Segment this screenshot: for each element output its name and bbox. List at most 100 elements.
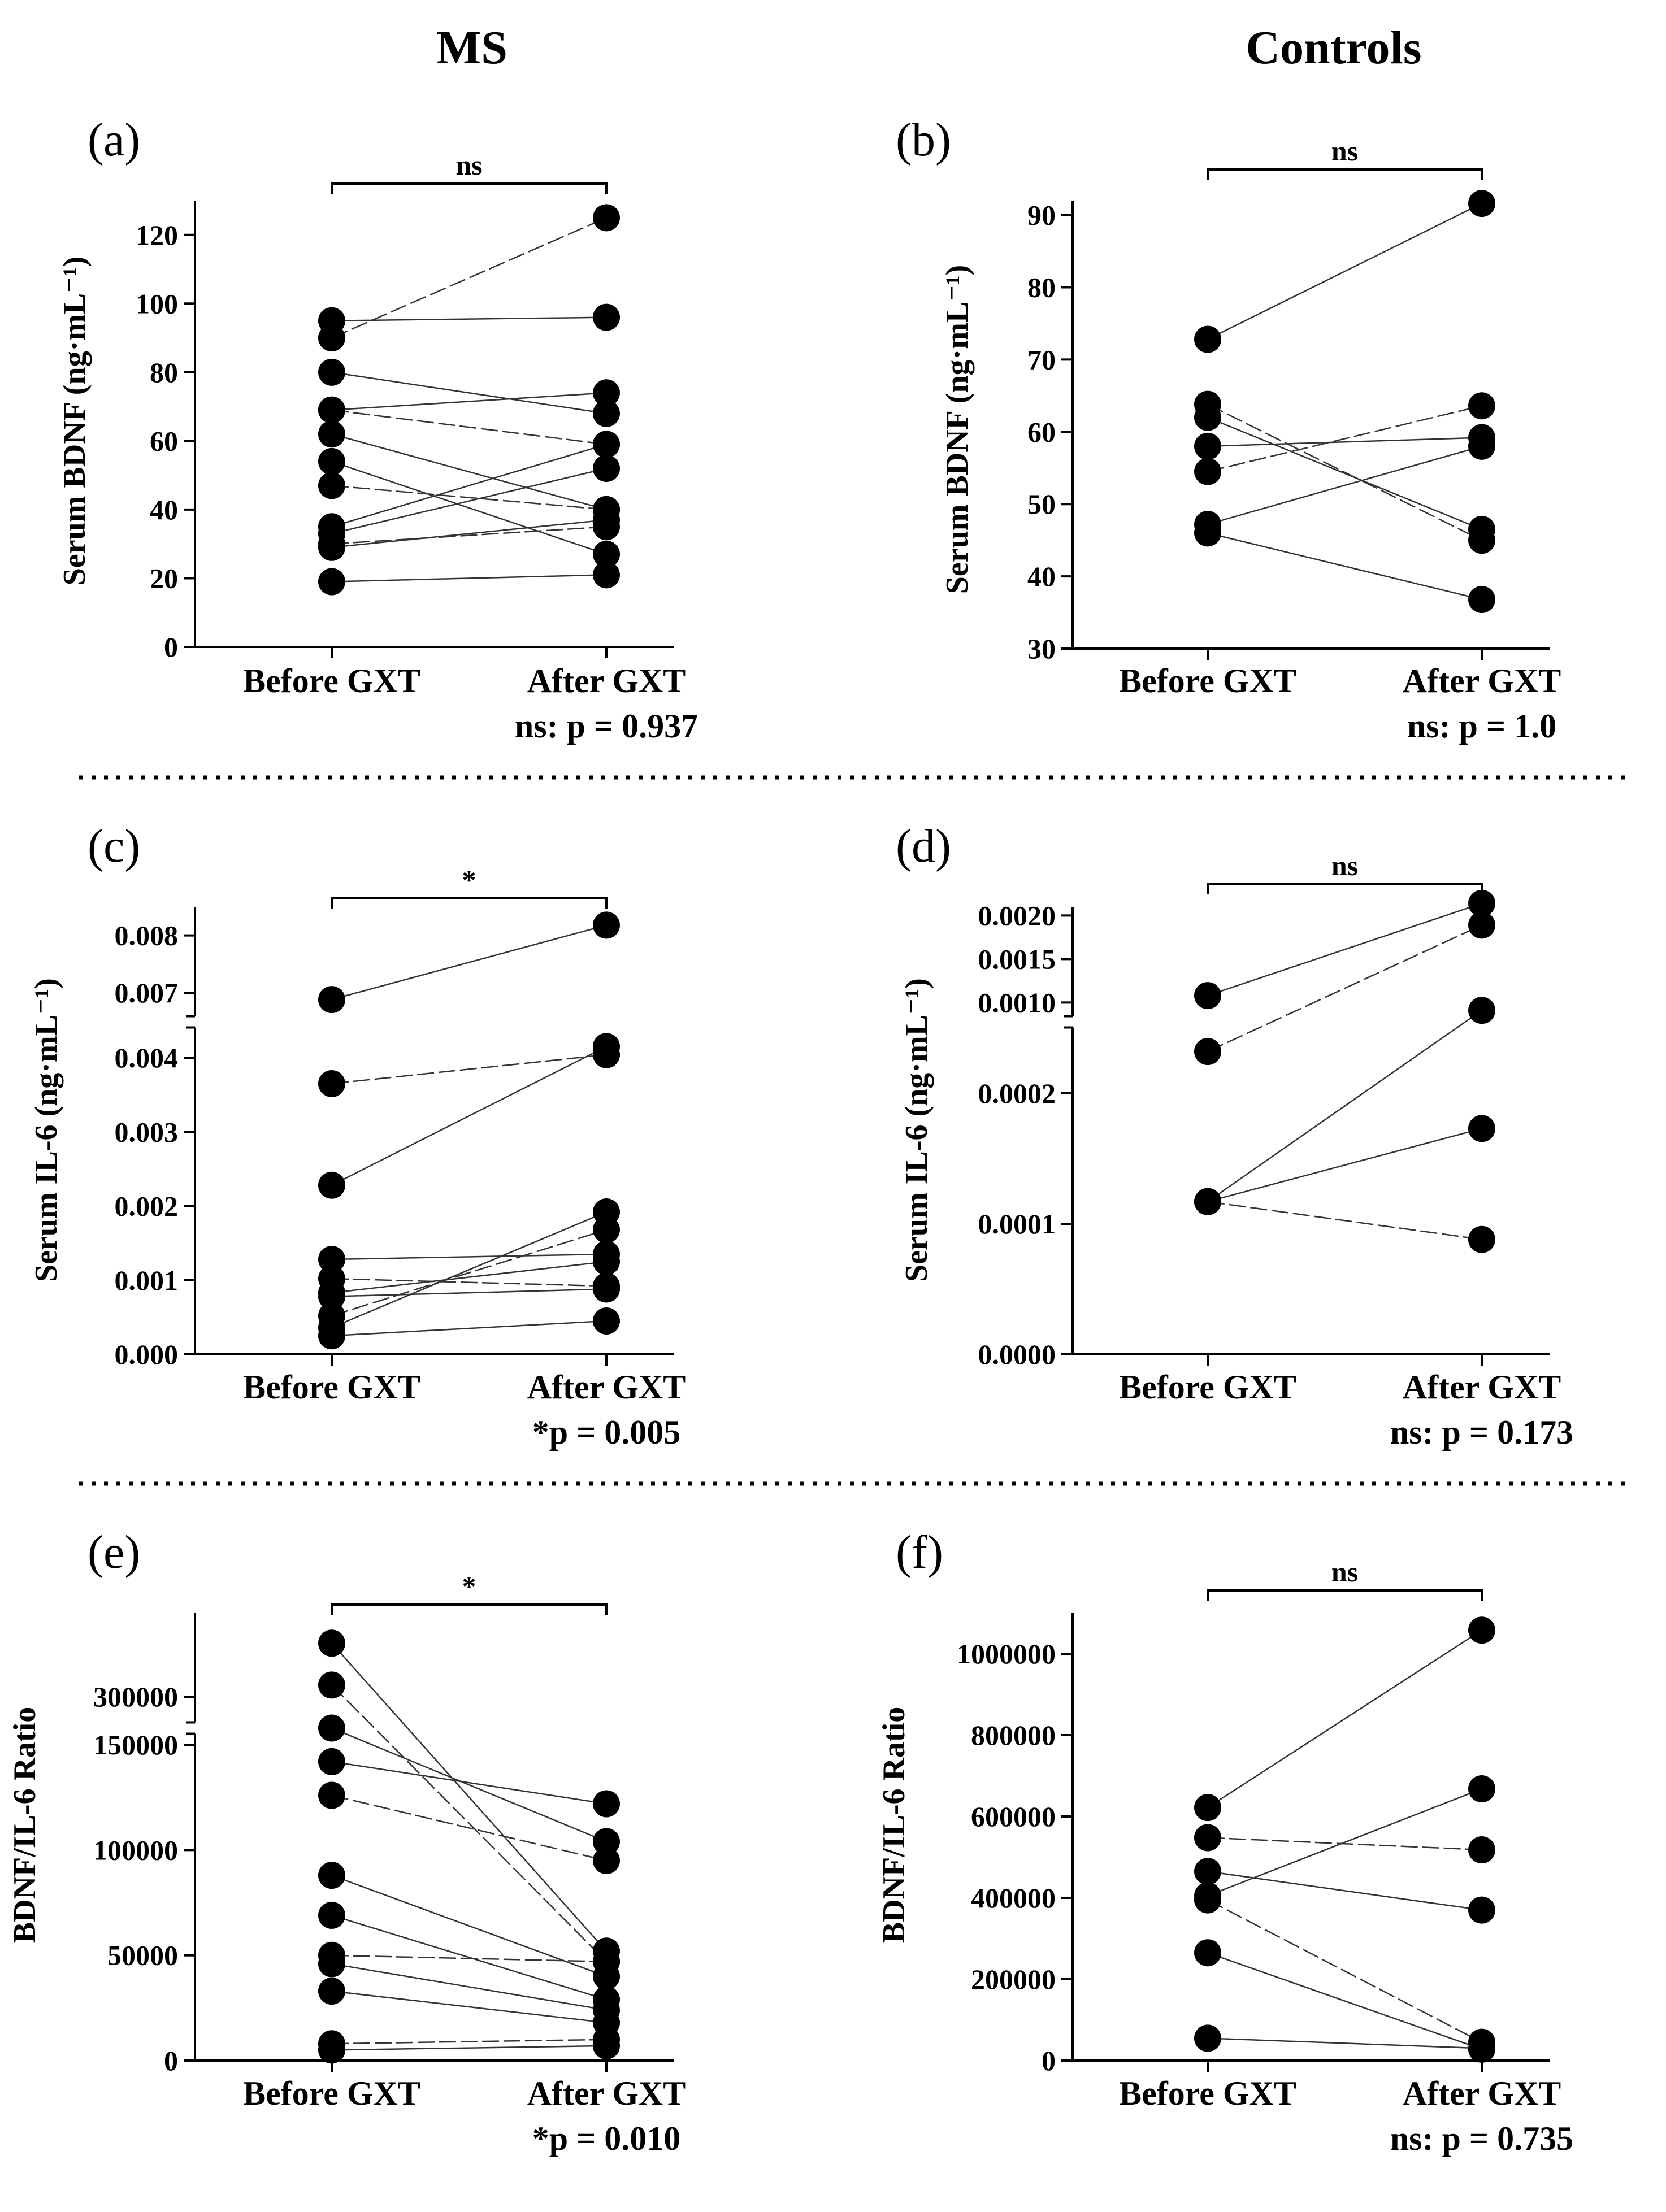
point-before	[318, 1862, 345, 1889]
subject-line	[331, 392, 607, 411]
x-tick-label: After GXT	[527, 1368, 686, 1406]
x-tick-label: Before GXT	[1119, 662, 1296, 699]
panel-4: (d) 0.0000 0.0001 0.0002 0.0010 0.0015 0.0020 B…	[896, 820, 1573, 1451]
subject-line	[331, 409, 607, 445]
y-tick-label: 0	[164, 2045, 178, 2076]
x-tick-label: After GXT	[1403, 662, 1561, 699]
point-before	[1194, 1824, 1221, 1852]
y-tick-label: 0	[164, 631, 178, 663]
subject-line	[331, 1990, 607, 2024]
subject-line	[1207, 403, 1482, 541]
subject-line	[331, 1794, 607, 1862]
point-after	[1468, 1616, 1495, 1644]
point-after	[593, 911, 620, 939]
point-after	[593, 1033, 620, 1061]
subject-line	[1207, 437, 1482, 447]
point-after	[593, 1307, 620, 1335]
point-after	[593, 1198, 620, 1225]
subject-line	[331, 574, 607, 583]
point-before	[318, 568, 345, 596]
subject-line	[331, 1054, 607, 1085]
subject-line	[331, 2039, 607, 2045]
point-before	[1194, 403, 1221, 431]
subject-line	[1207, 1837, 1482, 1851]
point-after	[593, 1847, 620, 1875]
subject-line	[331, 1046, 607, 1186]
x-tick-label: After GXT	[1403, 2075, 1561, 2112]
subject-line	[1207, 1629, 1482, 1809]
subject-line	[331, 1211, 607, 1328]
point-before	[318, 358, 345, 386]
subject-line	[331, 433, 607, 511]
point-before	[318, 1714, 345, 1742]
y-tick-label: 50000	[107, 1940, 178, 1971]
point-after	[1468, 586, 1495, 614]
point-before	[318, 1901, 345, 1929]
y-axis-label: Serum BDNF (ng·mL⁻¹)	[940, 265, 975, 594]
significance-bracket	[331, 1603, 608, 1615]
y-tick-label: 200000	[971, 1963, 1056, 1995]
subject-line	[331, 1963, 607, 2011]
point-before	[318, 324, 345, 352]
subject-line	[1207, 1952, 1482, 2050]
point-after	[593, 561, 620, 589]
y-axis-label: Serum IL-6 (ng·mL⁻¹)	[899, 978, 934, 1282]
subject-line	[1207, 1788, 1482, 1897]
point-after	[593, 1275, 620, 1303]
point-after	[1468, 889, 1495, 917]
point-before	[1194, 519, 1221, 547]
point-before	[318, 1748, 345, 1775]
panel-label: (a)	[88, 114, 140, 166]
point-after	[593, 204, 620, 232]
point-before	[318, 1978, 345, 2005]
point-before	[318, 1629, 345, 1657]
significance-label: ns	[1331, 850, 1358, 881]
point-before	[1194, 982, 1221, 1010]
subject-line	[331, 1261, 607, 1294]
point-after	[593, 303, 620, 331]
y-tick-label: 70	[1027, 344, 1056, 375]
y-tick-label: 0.0001	[978, 1208, 1056, 1240]
point-before	[318, 1283, 345, 1310]
point-after	[593, 1828, 620, 1855]
y-tick-label: 0.004	[115, 1042, 179, 1074]
stat-note: ns: p = 0.735	[1390, 2120, 1573, 2157]
point-after	[593, 506, 620, 534]
y-tick-label: 0.003	[115, 1116, 179, 1148]
subject-line	[1207, 1899, 1482, 2043]
point-after	[1468, 911, 1495, 939]
subject-line	[331, 1727, 607, 1842]
point-before	[1194, 1794, 1221, 1822]
y-tick-label: 0.000	[115, 1339, 179, 1370]
y-tick-label: 100	[136, 288, 178, 319]
point-after	[1468, 190, 1495, 218]
subject-line	[331, 1684, 607, 1962]
y-tick-label: 80	[150, 357, 178, 388]
significance-label: *	[462, 864, 476, 896]
point-before	[1194, 325, 1221, 353]
stat-note: ns: p = 0.937	[515, 707, 698, 745]
point-after	[1468, 1896, 1495, 1924]
significance-bracket	[1207, 168, 1483, 180]
point-after	[593, 1948, 620, 1975]
subject-line	[331, 1914, 607, 2001]
x-tick-label: After GXT	[527, 2075, 686, 2112]
point-after	[593, 399, 620, 427]
point-after	[593, 1248, 620, 1275]
point-after	[593, 1790, 620, 1818]
subject-line	[331, 371, 607, 415]
point-after	[1468, 997, 1495, 1024]
point-before	[318, 1070, 345, 1097]
x-tick-label: After GXT	[1403, 1368, 1561, 1406]
subject-line	[331, 924, 607, 1001]
point-before	[318, 1171, 345, 1199]
y-tick-label: 0.0000	[978, 1339, 1056, 1370]
significance-label: ns	[1331, 1556, 1358, 1588]
point-before	[318, 1322, 345, 1350]
y-tick-label: 0.0002	[978, 1077, 1056, 1109]
point-before	[318, 447, 345, 475]
stat-note: ns: p = 1.0	[1407, 707, 1556, 745]
point-after	[1468, 515, 1495, 543]
y-tick-label: 80	[1027, 271, 1056, 303]
panel-2: (b) 30 40 50 60 70 80 90 Before GXT After GXT ns: …	[896, 114, 1561, 745]
